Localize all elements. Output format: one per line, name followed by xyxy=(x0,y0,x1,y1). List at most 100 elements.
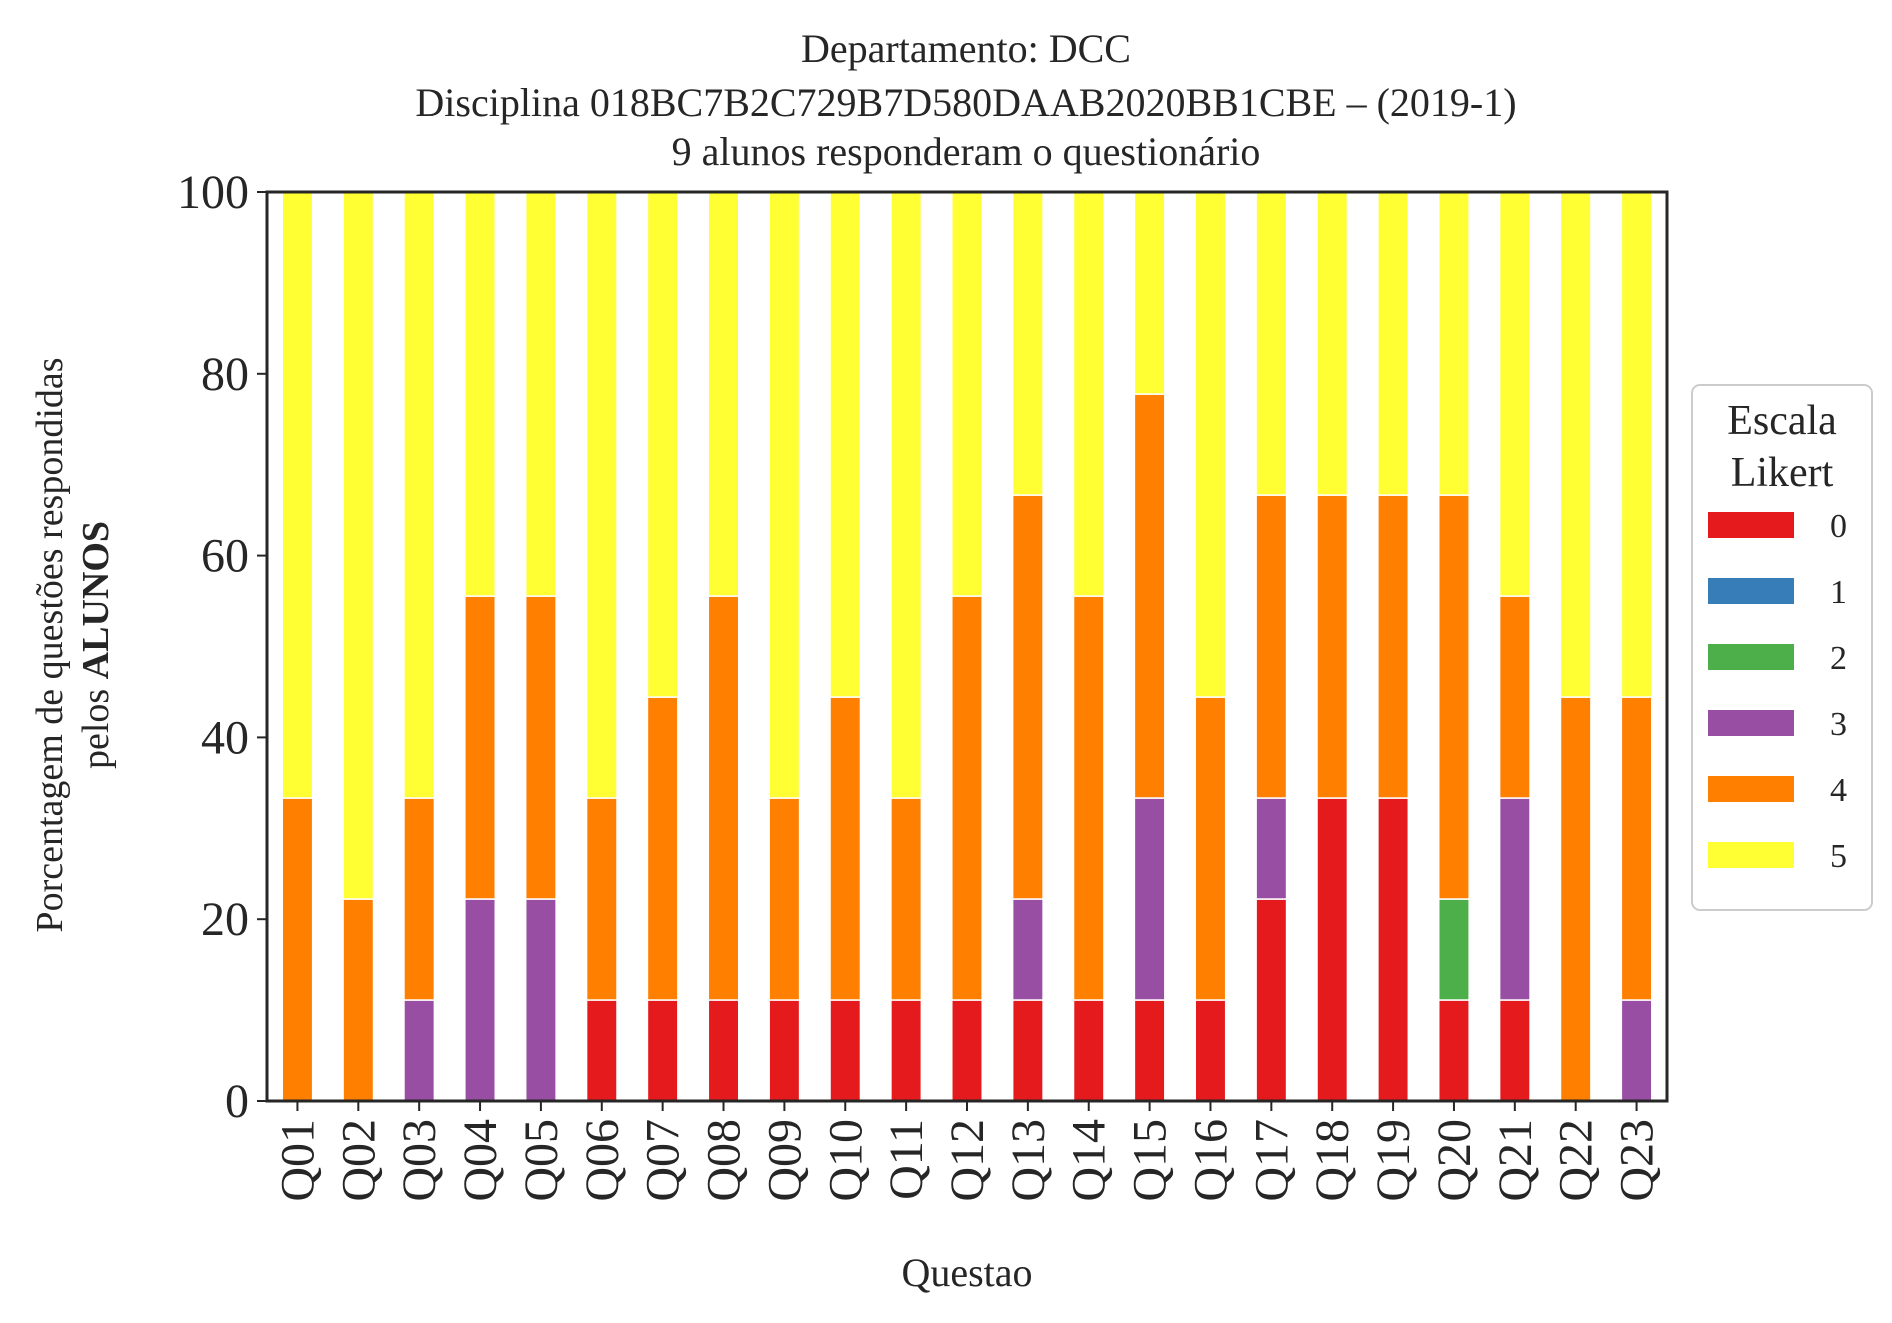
x-tick-label: Q07 xyxy=(637,1119,690,1202)
bar-q17-level-0 xyxy=(1255,898,1288,1102)
bar-q07-level-4 xyxy=(646,696,679,1001)
bar-q13-level-4 xyxy=(1011,494,1044,900)
legend-label-3: 3 xyxy=(1830,706,1847,743)
legend-title-line-2: Likert xyxy=(1731,450,1834,496)
title-line-1: Departamento: DCC xyxy=(801,26,1131,71)
bar-q22-level-4 xyxy=(1559,696,1592,1102)
x-tick-label: Q01 xyxy=(271,1119,324,1202)
y-tick-label: 80 xyxy=(201,348,249,401)
plot-frame xyxy=(265,190,1669,1103)
x-tick-label: Q18 xyxy=(1306,1119,1359,1202)
bar-q11-level-4 xyxy=(890,797,923,1001)
bar-q10-level-0 xyxy=(829,999,862,1102)
x-tick-label: Q02 xyxy=(332,1119,385,1202)
bar-q11-level-0 xyxy=(890,999,923,1102)
x-ticks-group: Q01 Q02 Q03 Q04 Q05 Q06 Q07 Q08 Q09 Q10 Q11 Q12 Q13 Q… xyxy=(271,1101,1664,1202)
y-tick-label: 100 xyxy=(177,166,249,219)
legend-swatch-0 xyxy=(1708,512,1794,538)
x-tick-label: Q17 xyxy=(1245,1119,1298,1202)
bar-q15-level-0 xyxy=(1133,999,1166,1102)
legend-label-2: 2 xyxy=(1830,640,1847,677)
bar-q10-level-5 xyxy=(829,191,862,698)
bar-q13-level-5 xyxy=(1011,191,1044,496)
bar-q01-level-4 xyxy=(281,797,314,1102)
legend-label-0: 0 xyxy=(1830,508,1847,545)
bar-q08-level-4 xyxy=(707,595,740,1001)
bar-q04-level-5 xyxy=(464,191,497,597)
bar-q09-level-5 xyxy=(768,191,801,799)
legend-swatch-3 xyxy=(1708,710,1794,736)
x-tick-label: Q20 xyxy=(1428,1119,1481,1202)
bar-q16-level-0 xyxy=(1194,999,1227,1102)
bar-q18-level-4 xyxy=(1316,494,1349,799)
bar-q12-level-0 xyxy=(951,999,983,1102)
x-tick-label: Q15 xyxy=(1124,1119,1177,1202)
bar-q21-level-5 xyxy=(1498,191,1531,597)
bar-q18-level-5 xyxy=(1316,191,1349,496)
title-line-2: Disciplina 018BC7B2C729B7D580DAAB2020BB1… xyxy=(415,80,1516,125)
bar-q20-level-5 xyxy=(1437,191,1470,496)
bar-q14-level-4 xyxy=(1072,595,1105,1001)
legend-label-5: 5 xyxy=(1830,838,1847,875)
y-tick-label: 0 xyxy=(225,1075,249,1128)
bar-q13-level-3 xyxy=(1011,898,1044,1001)
bar-q15-level-5 xyxy=(1133,191,1166,395)
x-tick-label: Q05 xyxy=(515,1119,568,1202)
bar-q01-level-5 xyxy=(281,191,314,799)
bar-q19-level-4 xyxy=(1377,494,1410,799)
bar-q07-level-0 xyxy=(646,999,679,1102)
x-tick-label: Q13 xyxy=(1002,1119,1055,1202)
bar-q16-level-5 xyxy=(1194,191,1227,698)
y-tick-label: 20 xyxy=(201,893,249,946)
x-tick-label: Q04 xyxy=(454,1119,507,1202)
bar-q21-level-4 xyxy=(1498,595,1531,799)
bar-q11-level-5 xyxy=(890,191,923,799)
y-axis-label: Porcentagem de questões respondidas pelo… xyxy=(29,357,117,932)
y-tick-label: 40 xyxy=(201,711,249,764)
x-tick-label: Q10 xyxy=(819,1119,872,1202)
title-line-3: 9 alunos responderam o questionário xyxy=(672,129,1261,174)
bar-q20-level-0 xyxy=(1437,999,1470,1102)
y-axis-label-line-1: Porcentagem de questões respondidas xyxy=(29,357,71,932)
x-tick-label: Q21 xyxy=(1489,1119,1542,1202)
bar-q20-level-2 xyxy=(1437,898,1470,1001)
bar-q17-level-3 xyxy=(1255,797,1288,900)
bar-q02-level-5 xyxy=(342,191,375,900)
y-tick-label: 60 xyxy=(201,530,249,583)
bar-q08-level-0 xyxy=(707,999,740,1102)
y-axis-label-line-2: pelos ALUNOS xyxy=(75,521,117,769)
y-ticks-group: 0 20 40 60 80 100 xyxy=(177,166,267,1128)
bar-q21-level-0 xyxy=(1498,999,1531,1102)
bar-q06-level-5 xyxy=(585,191,618,799)
x-tick-label: Q22 xyxy=(1550,1119,1603,1202)
chart-title: Departamento: DCC Disciplina 018BC7B2C72… xyxy=(415,26,1516,174)
bar-q18-level-0 xyxy=(1316,797,1349,1102)
bar-q05-level-5 xyxy=(524,191,557,597)
bar-q03-level-4 xyxy=(403,797,436,1001)
legend-title-line-1: Escala xyxy=(1727,398,1837,444)
bar-q23-level-3 xyxy=(1620,999,1653,1102)
legend-swatch-5 xyxy=(1708,842,1794,868)
bar-q19-level-0 xyxy=(1377,797,1410,1102)
x-tick-label: Q08 xyxy=(698,1119,751,1202)
bar-q02-level-4 xyxy=(342,898,375,1102)
legend-label-1: 1 xyxy=(1830,574,1847,611)
legend-swatch-4 xyxy=(1708,776,1794,802)
bar-q12-level-5 xyxy=(951,191,983,597)
bar-q15-level-3 xyxy=(1133,797,1166,1001)
bar-q13-level-0 xyxy=(1011,999,1044,1102)
bar-q22-level-5 xyxy=(1559,191,1592,698)
legend: Escala Likert 0 1 2 3 4 5 xyxy=(1691,384,1873,911)
x-axis-label: Questao xyxy=(901,1250,1032,1295)
bar-q05-level-3 xyxy=(524,898,557,1102)
bar-q20-level-4 xyxy=(1437,494,1470,900)
y-axis-label-prefix: pelos xyxy=(75,679,117,769)
bar-q21-level-3 xyxy=(1498,797,1531,1001)
bar-q10-level-4 xyxy=(829,696,862,1001)
legend-swatch-1 xyxy=(1708,578,1794,604)
bar-q03-level-3 xyxy=(403,999,436,1102)
bar-q19-level-5 xyxy=(1377,191,1410,496)
bar-q23-level-5 xyxy=(1620,191,1653,698)
x-tick-label: Q16 xyxy=(1184,1119,1237,1202)
